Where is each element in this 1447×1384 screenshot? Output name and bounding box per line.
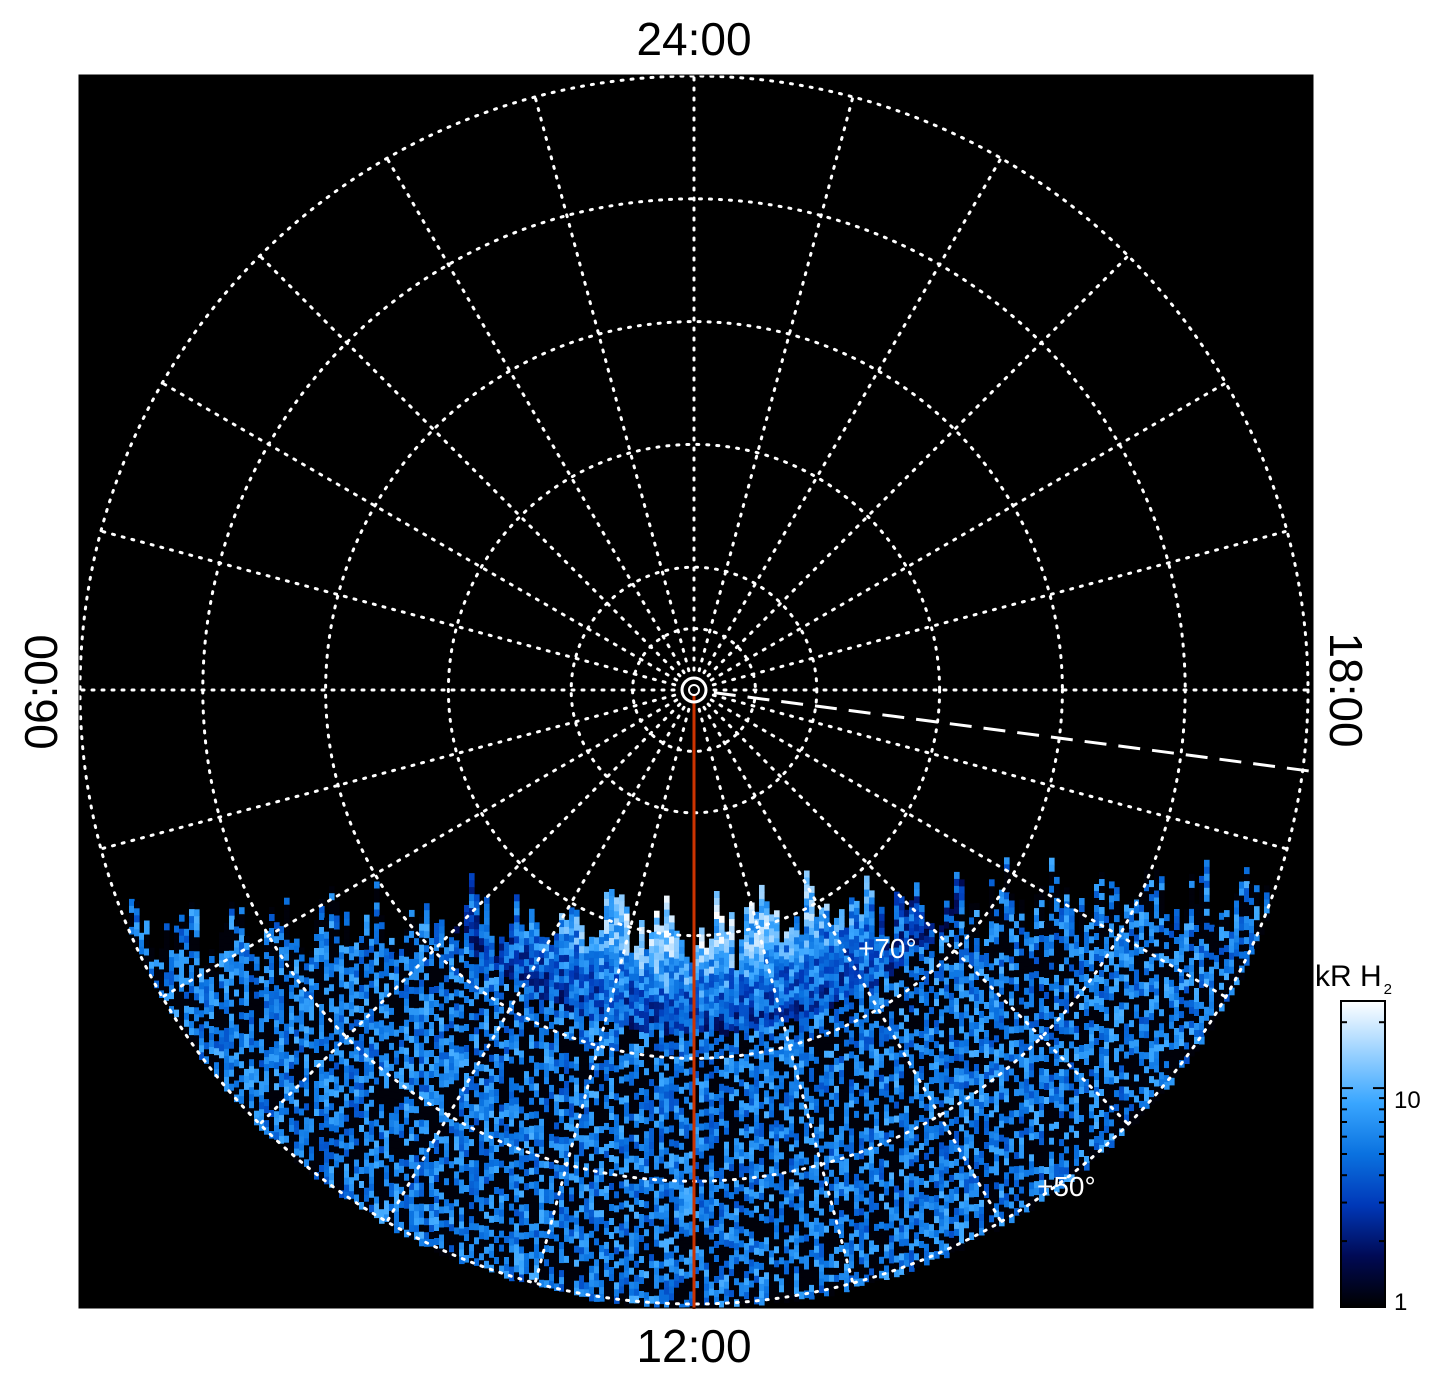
lt-label-left: 06:00 (15, 634, 67, 749)
colorbar-gradient (1341, 1001, 1385, 1307)
colorbar-ticks (1341, 1021, 1385, 1308)
colorbar-tick-label-10: 10 (1394, 1087, 1421, 1114)
lat-label-50: +50° (1037, 1171, 1096, 1202)
auroral-emission-layer (129, 857, 1270, 1308)
pole-marker-outer (680, 676, 708, 704)
plot-frame (78, 74, 1314, 1309)
lt-label-top: 24:00 (636, 13, 751, 65)
lt-label-right: 18:00 (1320, 632, 1372, 747)
colorbar-tick-label-1: 1 (1394, 1289, 1407, 1316)
lat-label-70: +70° (858, 933, 917, 964)
pole-marker-inner (688, 684, 700, 696)
lt-label-bottom: 12:00 (636, 1320, 751, 1372)
polar-grid (79, 75, 1310, 1306)
colorbar-title-subscript: 2 (1384, 981, 1392, 998)
